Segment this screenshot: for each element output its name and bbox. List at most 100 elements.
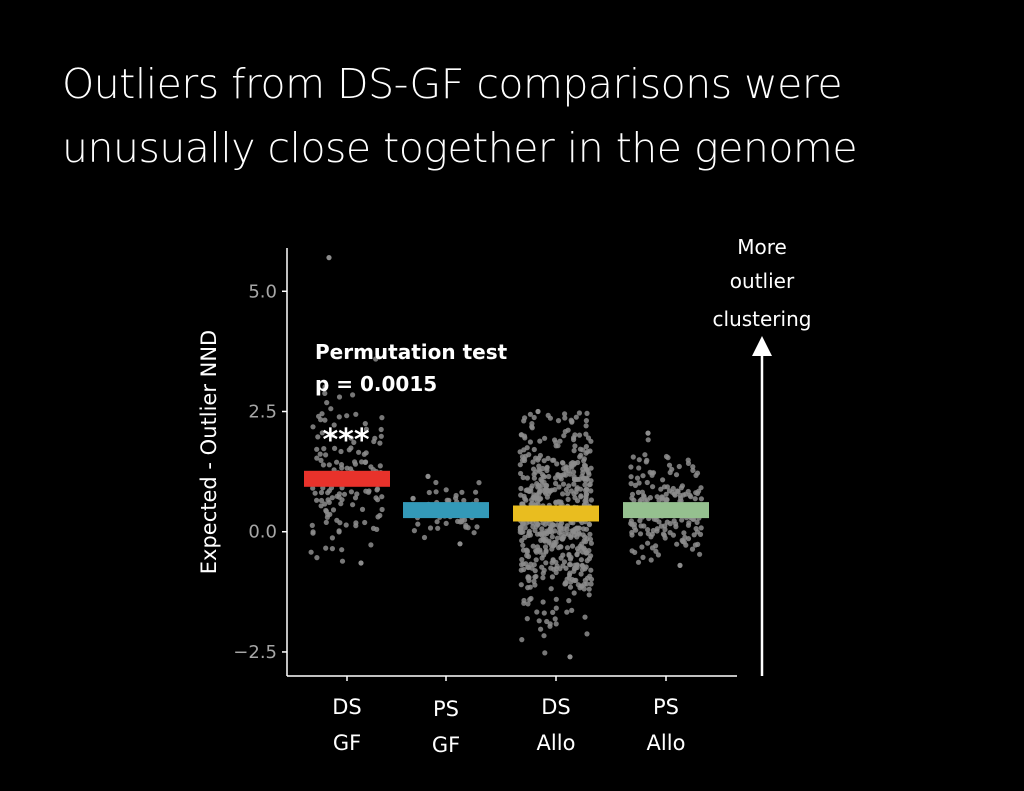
data-point	[535, 408, 541, 415]
data-point	[667, 521, 673, 527]
data-point	[323, 519, 329, 526]
y-axis-label: Expected - Outlier NND	[197, 330, 221, 574]
data-point	[556, 484, 562, 490]
data-point	[308, 549, 314, 555]
data-point	[552, 528, 558, 534]
data-point	[531, 475, 538, 481]
data-point	[689, 546, 696, 552]
data-point	[583, 418, 590, 424]
data-point	[434, 519, 440, 525]
data-point	[666, 488, 673, 494]
data-point	[567, 562, 574, 568]
data-point	[636, 465, 642, 471]
data-point	[569, 543, 576, 549]
data-point	[374, 486, 381, 492]
labels-layer: DS GF PS GF DS Allo PS Allo Expected - Outlier N…	[197, 235, 811, 757]
mean-bar	[403, 502, 489, 519]
data-point	[533, 557, 539, 563]
data-point	[526, 575, 532, 581]
y-tick-label: −2.5	[233, 642, 277, 663]
data-point	[571, 481, 577, 487]
data-point	[536, 489, 543, 495]
data-point	[373, 356, 379, 362]
data-point	[353, 523, 359, 529]
data-point	[676, 463, 682, 470]
data-point	[569, 607, 575, 614]
data-point	[338, 462, 345, 468]
data-point	[473, 489, 479, 495]
data-point	[575, 548, 582, 554]
data-point	[543, 485, 549, 492]
data-point	[628, 481, 634, 487]
data-point	[556, 529, 562, 536]
data-point	[473, 497, 479, 504]
data-point	[339, 497, 345, 503]
data-point	[329, 495, 335, 501]
data-point	[567, 584, 574, 590]
data-point	[581, 581, 587, 587]
data-point	[453, 495, 459, 501]
data-point	[315, 434, 321, 440]
data-point	[679, 483, 686, 489]
data-point	[320, 462, 326, 468]
data-point	[522, 453, 529, 459]
data-point	[457, 519, 463, 525]
data-point	[581, 538, 587, 544]
data-point	[644, 457, 650, 463]
data-point	[532, 527, 538, 534]
data-point	[314, 555, 320, 561]
data-point	[561, 559, 568, 565]
data-point	[314, 497, 320, 503]
data-point	[310, 424, 316, 430]
data-point	[588, 438, 594, 444]
data-point	[634, 475, 641, 481]
data-point	[645, 540, 651, 546]
data-point	[581, 462, 588, 468]
data-point	[576, 531, 582, 537]
data-point	[524, 520, 530, 526]
data-point	[527, 439, 534, 445]
data-point	[564, 526, 570, 533]
data-point	[519, 562, 525, 568]
data-point	[584, 550, 590, 556]
data-point	[318, 489, 325, 496]
data-point	[377, 512, 383, 519]
data-point	[560, 536, 566, 542]
data-point	[562, 531, 569, 537]
data-point	[586, 521, 592, 527]
data-point	[471, 530, 477, 536]
significance-stars: ***	[322, 423, 369, 458]
clustering-arrow-head	[752, 336, 772, 356]
data-point	[665, 455, 671, 461]
data-point	[552, 487, 558, 493]
data-point	[537, 438, 543, 444]
data-point	[426, 489, 432, 496]
data-point	[566, 572, 573, 578]
data-point	[524, 552, 530, 559]
data-point	[530, 459, 536, 465]
data-point	[582, 487, 589, 493]
data-point	[567, 654, 573, 660]
data-point	[629, 491, 636, 497]
data-point	[693, 526, 699, 532]
data-point	[645, 437, 651, 443]
data-point	[318, 457, 324, 463]
data-point	[588, 465, 594, 471]
data-point	[571, 469, 577, 475]
data-point	[639, 544, 645, 550]
x-category-label: Allo	[647, 731, 686, 755]
data-point	[344, 413, 350, 419]
data-point	[587, 448, 593, 454]
data-point	[698, 496, 705, 502]
data-point	[529, 483, 535, 489]
data-point	[378, 426, 384, 433]
data-point	[325, 490, 331, 496]
data-point	[674, 488, 681, 494]
data-point	[532, 582, 538, 588]
data-point	[318, 417, 324, 423]
data-point	[518, 525, 524, 531]
data-point	[566, 598, 572, 604]
data-point	[528, 561, 534, 567]
data-point	[537, 452, 544, 459]
data-point	[680, 538, 686, 545]
